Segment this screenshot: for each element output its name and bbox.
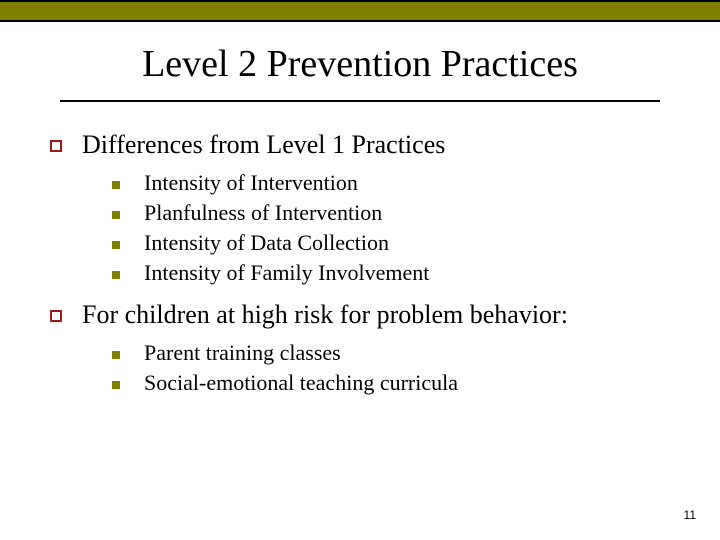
slide-title: Level 2 Prevention Practices (60, 42, 660, 86)
main-bullet-text: Differences from Level 1 Practices (82, 130, 445, 160)
sub-bullets-group-2: Parent training classes Social-emotional… (112, 340, 670, 396)
sub-bullet-text: Social-emotional teaching curricula (144, 370, 458, 396)
sub-bullet: Social-emotional teaching curricula (112, 370, 670, 396)
sub-bullets-group-1: Intensity of Intervention Planfulness of… (112, 170, 670, 286)
sub-bullet-text: Planfulness of Intervention (144, 200, 382, 226)
sub-bullet: Intensity of Intervention (112, 170, 670, 196)
bullet-filled-icon (112, 211, 120, 219)
sub-bullet: Intensity of Data Collection (112, 230, 670, 256)
bullet-filled-icon (112, 381, 120, 389)
sub-bullet: Intensity of Family Involvement (112, 260, 670, 286)
bullet-outline-icon (50, 140, 62, 152)
bullet-filled-icon (112, 271, 120, 279)
bullet-outline-icon (50, 310, 62, 322)
sub-bullet-text: Parent training classes (144, 340, 341, 366)
title-underline (60, 100, 660, 102)
main-bullet-1: Differences from Level 1 Practices (50, 130, 670, 160)
title-section: Level 2 Prevention Practices (0, 22, 720, 112)
sub-bullet-text: Intensity of Intervention (144, 170, 358, 196)
sub-bullet: Planfulness of Intervention (112, 200, 670, 226)
bullet-filled-icon (112, 241, 120, 249)
main-bullet-text: For children at high risk for problem be… (82, 300, 568, 330)
bullet-filled-icon (112, 351, 120, 359)
sub-bullet: Parent training classes (112, 340, 670, 366)
content-section: Differences from Level 1 Practices Inten… (0, 112, 720, 396)
top-accent-bar (0, 0, 720, 22)
main-bullet-2: For children at high risk for problem be… (50, 300, 670, 330)
page-number: 11 (684, 508, 696, 522)
sub-bullet-text: Intensity of Family Involvement (144, 260, 429, 286)
sub-bullet-text: Intensity of Data Collection (144, 230, 389, 256)
bullet-filled-icon (112, 181, 120, 189)
